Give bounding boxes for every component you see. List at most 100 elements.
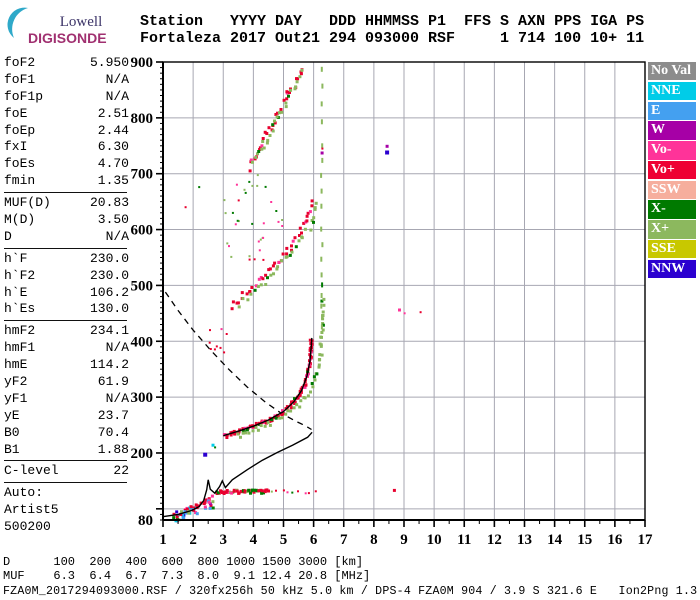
parameter-panel: foF2 5.950 foF1 N/A foF1p N/A foE 2.51 foEp 2.44 f… — [4, 55, 129, 536]
param-value: 6.30 — [97, 139, 129, 155]
param-row: fmin 1.35 — [4, 173, 129, 190]
x-tick-label: 4 — [250, 532, 258, 548]
param-value: 70.4 — [97, 424, 129, 440]
x-tick-label: 8 — [370, 532, 378, 548]
station-header: Station YYYY DAY DDD HHMMSS P1 FFS S AXN… — [140, 13, 644, 47]
param-row: D N/A — [4, 229, 129, 246]
x-tick-label: 15 — [577, 532, 592, 548]
x-tick-label: 12 — [487, 532, 502, 548]
x-tick-label: 14 — [547, 532, 563, 548]
x-tick-label: 2 — [189, 532, 197, 548]
legend-item-nne: NNE — [648, 81, 696, 101]
separator — [4, 460, 127, 462]
param-label: M(D) — [4, 212, 36, 228]
param-row: foE 2.51 — [4, 106, 129, 123]
param-row: foF1 N/A — [4, 72, 129, 89]
param-value: 23.7 — [97, 407, 129, 423]
y-tick-label: 600 — [131, 223, 154, 239]
param-row: yF1 N/A — [4, 391, 129, 408]
param-row: h`F2 230.0 — [4, 268, 129, 285]
legend-item-w: W — [648, 121, 696, 140]
x-tick-label: 11 — [457, 532, 471, 548]
param-value: 230.0 — [89, 250, 129, 266]
param-value: 4.70 — [97, 156, 129, 172]
param-value: 61.9 — [97, 374, 129, 390]
legend-item-x-: X- — [648, 200, 696, 219]
param-row: MUF(D) 20.83 — [4, 195, 129, 212]
param-label: yF1 — [4, 390, 28, 406]
status-line: FZA0M_2017294093000.RSF / 320fx256h 50 k… — [3, 585, 700, 598]
param-value: N/A — [105, 390, 129, 406]
y-tick-label: 200 — [131, 446, 154, 462]
param-row: foEs 4.70 — [4, 156, 129, 173]
param-label: h`F2 — [4, 267, 36, 283]
x-tick-label: 13 — [517, 532, 532, 548]
echo-direction-legend: No Val NNE E W Vo- Vo+ SSW X- X+ SSE NNW — [648, 62, 696, 280]
param-value: N/A — [105, 71, 129, 87]
logo-lowell-text: Lowell — [59, 14, 103, 30]
lowell-digisonde-logo: Lowell DIGISONDE — [6, 6, 126, 50]
x-tick-label: 1 — [159, 532, 167, 548]
param-label: C-level — [4, 463, 59, 479]
param-value: 22 — [113, 463, 129, 479]
separator — [4, 320, 127, 322]
legend-item-vo-: Vo+ — [648, 160, 696, 180]
true-height-profile-solid — [163, 431, 313, 518]
y-tick-label: 80 — [138, 513, 153, 529]
legend-item-ssw: SSW — [648, 180, 696, 200]
x-tick-label: 9 — [400, 532, 408, 548]
x-tick-label: 6 — [310, 532, 318, 548]
param-label: B0 — [4, 424, 20, 440]
param-value: 234.1 — [89, 323, 129, 339]
param-label: foF2 — [4, 55, 36, 70]
param-row: h`E 106.2 — [4, 285, 129, 302]
x-tick-label: 17 — [638, 532, 654, 548]
legend-item-nnw: NNW — [648, 259, 696, 279]
param-label: MUF(D) — [4, 195, 51, 211]
param-label: yE — [4, 407, 20, 423]
autoscale-info-line: Artist5 — [4, 502, 59, 518]
param-row: hmE 114.2 — [4, 357, 129, 374]
x-tick-label: 10 — [427, 532, 442, 548]
param-label: hmE — [4, 357, 28, 373]
param-value: 20.83 — [89, 195, 129, 211]
param-label: foF1 — [4, 71, 36, 87]
d-muf-table: D 100 200 400 600 800 1000 1500 3000 [km… — [3, 555, 371, 583]
separator — [4, 247, 127, 249]
param-label: foF1p — [4, 88, 44, 104]
grid — [163, 62, 645, 520]
x-tick-label: 3 — [220, 532, 228, 548]
param-label: h`Es — [4, 301, 36, 317]
y-tick-label: 400 — [131, 334, 154, 350]
param-value: N/A — [105, 228, 129, 244]
y-tick-label: 700 — [131, 167, 154, 183]
param-value: 130.0 — [89, 301, 129, 317]
fitted-trace-solid — [223, 337, 313, 437]
param-label: hmF2 — [4, 323, 36, 339]
legend-item-e: E — [648, 101, 696, 120]
legend-item-no-val: No Val — [648, 62, 696, 81]
param-row: h`F 230.0 — [4, 251, 129, 268]
param-value: 5.950 — [89, 55, 129, 70]
autoscale-info-line: Auto: — [4, 485, 44, 501]
axes — [156, 61, 646, 527]
y-tick-label: 800 — [131, 111, 154, 127]
topside-profile-dashed — [164, 291, 312, 431]
param-row: hmF1 N/A — [4, 340, 129, 357]
y-tick-label: 300 — [131, 390, 154, 406]
param-row: M(D) 3.50 — [4, 212, 129, 229]
param-label: h`E — [4, 284, 28, 300]
param-row: foF1p N/A — [4, 89, 129, 106]
logo-arc-icon — [7, 7, 28, 38]
param-row: foEp 2.44 — [4, 123, 129, 140]
header-line-1: Station YYYY DAY DDD HHMMSS P1 FFS S AXN… — [140, 13, 645, 30]
param-row: fxI 6.30 — [4, 139, 129, 156]
param-value: 2.51 — [97, 105, 129, 121]
param-row: B1 1.88 — [4, 442, 129, 459]
logo-digisonde-text: DIGISONDE — [28, 30, 107, 46]
param-row: h`Es 130.0 — [4, 301, 129, 318]
param-value: N/A — [105, 340, 129, 356]
param-label: h`F — [4, 250, 28, 266]
